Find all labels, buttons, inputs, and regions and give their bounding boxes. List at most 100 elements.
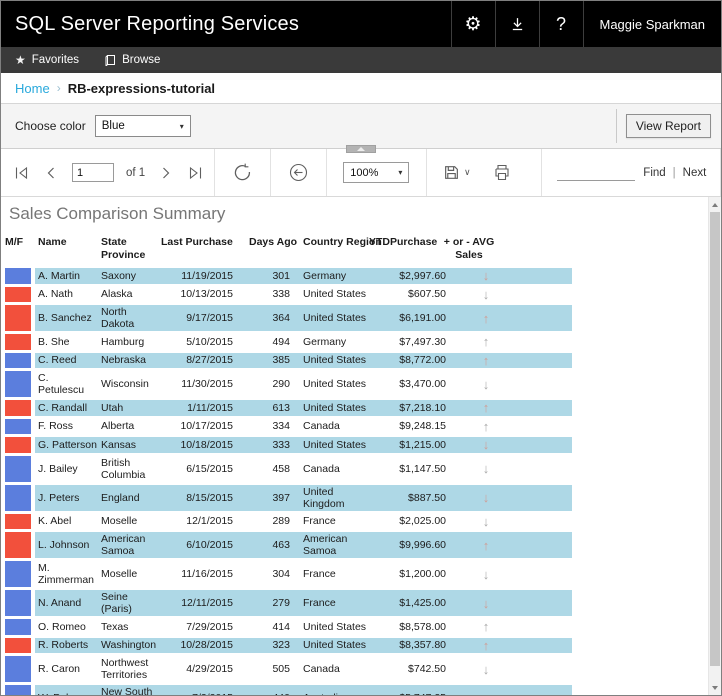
trend-down-icon: ↓ (482, 268, 490, 284)
col-header-ytd-purchase: YTDPurchase (369, 236, 438, 248)
cell-days-ago: 279 (272, 597, 290, 609)
cell-state-province: Moselle (101, 515, 138, 528)
cell-name: L. Johnson (38, 539, 90, 551)
sales-table: M/F Name State Province Last Purchase Da… (5, 236, 572, 695)
collapse-parameters-handle[interactable] (346, 145, 376, 153)
export-button[interactable]: ∨ (443, 164, 471, 181)
find-link[interactable]: Find (643, 166, 666, 179)
cell-name: M. Zimmerman (38, 562, 95, 586)
cell-ytd-purchase: $607.50 (408, 288, 446, 301)
page-count-label: of 1 (126, 166, 146, 179)
cell-last-purchase: 11/19/2015 (181, 269, 233, 282)
gender-color-cell (5, 371, 31, 397)
gender-color-cell (5, 352, 31, 368)
print-button[interactable] (493, 164, 511, 181)
zoom-select[interactable]: 100% ▾ (343, 162, 410, 183)
cell-state-province: England (101, 491, 140, 504)
cell-days-ago: 463 (272, 539, 290, 551)
cell-state-province: North Dakota (101, 306, 135, 330)
gender-color-cell (5, 532, 31, 558)
last-page-button[interactable] (187, 165, 204, 181)
cell-name: O. Romeo (38, 620, 86, 633)
chevron-up-icon (357, 147, 365, 151)
page-number-input[interactable] (72, 163, 114, 182)
next-link[interactable]: Next (682, 166, 707, 179)
first-page-icon (15, 166, 28, 179)
cell-country-region: Canada (303, 663, 340, 675)
gender-color-cell (5, 637, 31, 653)
chevron-right-icon (163, 167, 170, 178)
col-header-last-purchase: Last Purchase (161, 236, 233, 248)
refresh-icon (234, 163, 250, 181)
previous-page-button[interactable] (44, 165, 58, 181)
gender-color-cell (5, 455, 31, 482)
table-row: A. Martin Saxony 11/19/2015 301 Germany … (5, 268, 572, 284)
cell-country-region: Canada (303, 420, 340, 433)
cell-ytd-purchase: $8,772.00 (399, 354, 446, 367)
trend-up-icon: ↑ (482, 619, 490, 635)
first-page-button[interactable] (13, 165, 30, 181)
view-report-button[interactable]: View Report (625, 114, 711, 138)
trend-up-icon: ↑ (482, 637, 490, 653)
cell-ytd-purchase: $9,248.15 (399, 420, 446, 433)
col-header-avg-sales: + or - AVG Sales (443, 236, 495, 261)
parameter-divider (615, 109, 617, 143)
cell-last-purchase: 7/29/2015 (186, 620, 233, 633)
cell-last-purchase: 10/18/2015 (180, 438, 233, 451)
cell-country-region: United States (303, 354, 367, 367)
last-page-icon (190, 166, 202, 179)
download-button[interactable] (494, 1, 539, 47)
col-header-days-ago: Days Ago (249, 236, 298, 248)
cell-last-purchase: 10/17/2015 (180, 420, 233, 433)
cell-days-ago: 290 (272, 378, 290, 390)
gender-color-cell (5, 305, 31, 331)
cell-ytd-purchase: $1,147.50 (399, 462, 446, 475)
refresh-button[interactable] (232, 162, 253, 183)
table-row: C. Petulescu Wisconsin 11/30/2015 290 Un… (5, 371, 572, 397)
gender-color-cell (5, 400, 31, 416)
cell-name: R. Roberts (38, 639, 89, 652)
cell-state-province: Alberta (101, 420, 135, 433)
col-header-state-province: State Province (101, 236, 146, 261)
cell-last-purchase: 8/27/2015 (186, 354, 233, 367)
cell-name: J. Bailey (38, 462, 78, 475)
cell-ytd-purchase: $2,025.00 (399, 515, 446, 528)
trend-down-icon: ↓ (482, 661, 490, 677)
color-select[interactable]: Blue ▾ (94, 115, 191, 137)
cell-days-ago: 613 (272, 401, 290, 414)
vertical-scrollbar[interactable] (708, 197, 721, 695)
cell-days-ago: 289 (272, 515, 290, 528)
settings-button[interactable]: ⚙ (450, 1, 495, 47)
find-next-divider: | (672, 166, 676, 179)
cell-state-province: British Columbia (101, 456, 146, 481)
app-header: SQL Server Reporting Services ⚙ ? Maggie… (1, 1, 721, 47)
breadcrumb-home-link[interactable]: Home (15, 80, 50, 96)
back-to-parent-button[interactable] (288, 162, 309, 183)
help-button[interactable]: ? (538, 1, 583, 47)
cell-name: A. Martin (38, 269, 81, 282)
user-menu-button[interactable]: Maggie Sparkman (582, 1, 722, 47)
gender-color-cell (5, 286, 31, 302)
cell-country-region: France (303, 515, 336, 528)
trend-up-icon: ↑ (482, 334, 490, 350)
nav-browse[interactable]: Browse (105, 54, 160, 66)
table-header-row: M/F Name State Province Last Purchase Da… (5, 236, 572, 261)
scrollbar-down-button[interactable] (709, 680, 721, 695)
cell-state-province: Nebraska (101, 354, 146, 367)
col-header-mf: M/F (5, 236, 24, 248)
breadcrumb-current: RB-expressions-tutorial (67, 80, 216, 96)
table-row: B. Sanchez North Dakota 9/17/2015 364 Un… (5, 305, 572, 331)
scrollbar-up-button[interactable] (709, 197, 721, 212)
gender-color-cell (5, 619, 31, 635)
cell-days-ago: 338 (272, 288, 290, 301)
cell-days-ago: 334 (272, 420, 290, 433)
find-text-input[interactable] (557, 164, 636, 181)
table-row: K. Abel Moselle 12/1/2015 289 France $2,… (5, 513, 572, 529)
cell-state-province: Hamburg (101, 335, 145, 348)
nav-favorites[interactable]: ★ Favorites (15, 53, 79, 67)
parameter-bar: Choose color Blue ▾ View Report (1, 103, 721, 153)
chevron-left-icon (47, 167, 54, 178)
scrollbar-thumb[interactable] (710, 212, 720, 666)
next-page-button[interactable] (159, 165, 173, 181)
toolbar-divider (325, 149, 327, 196)
